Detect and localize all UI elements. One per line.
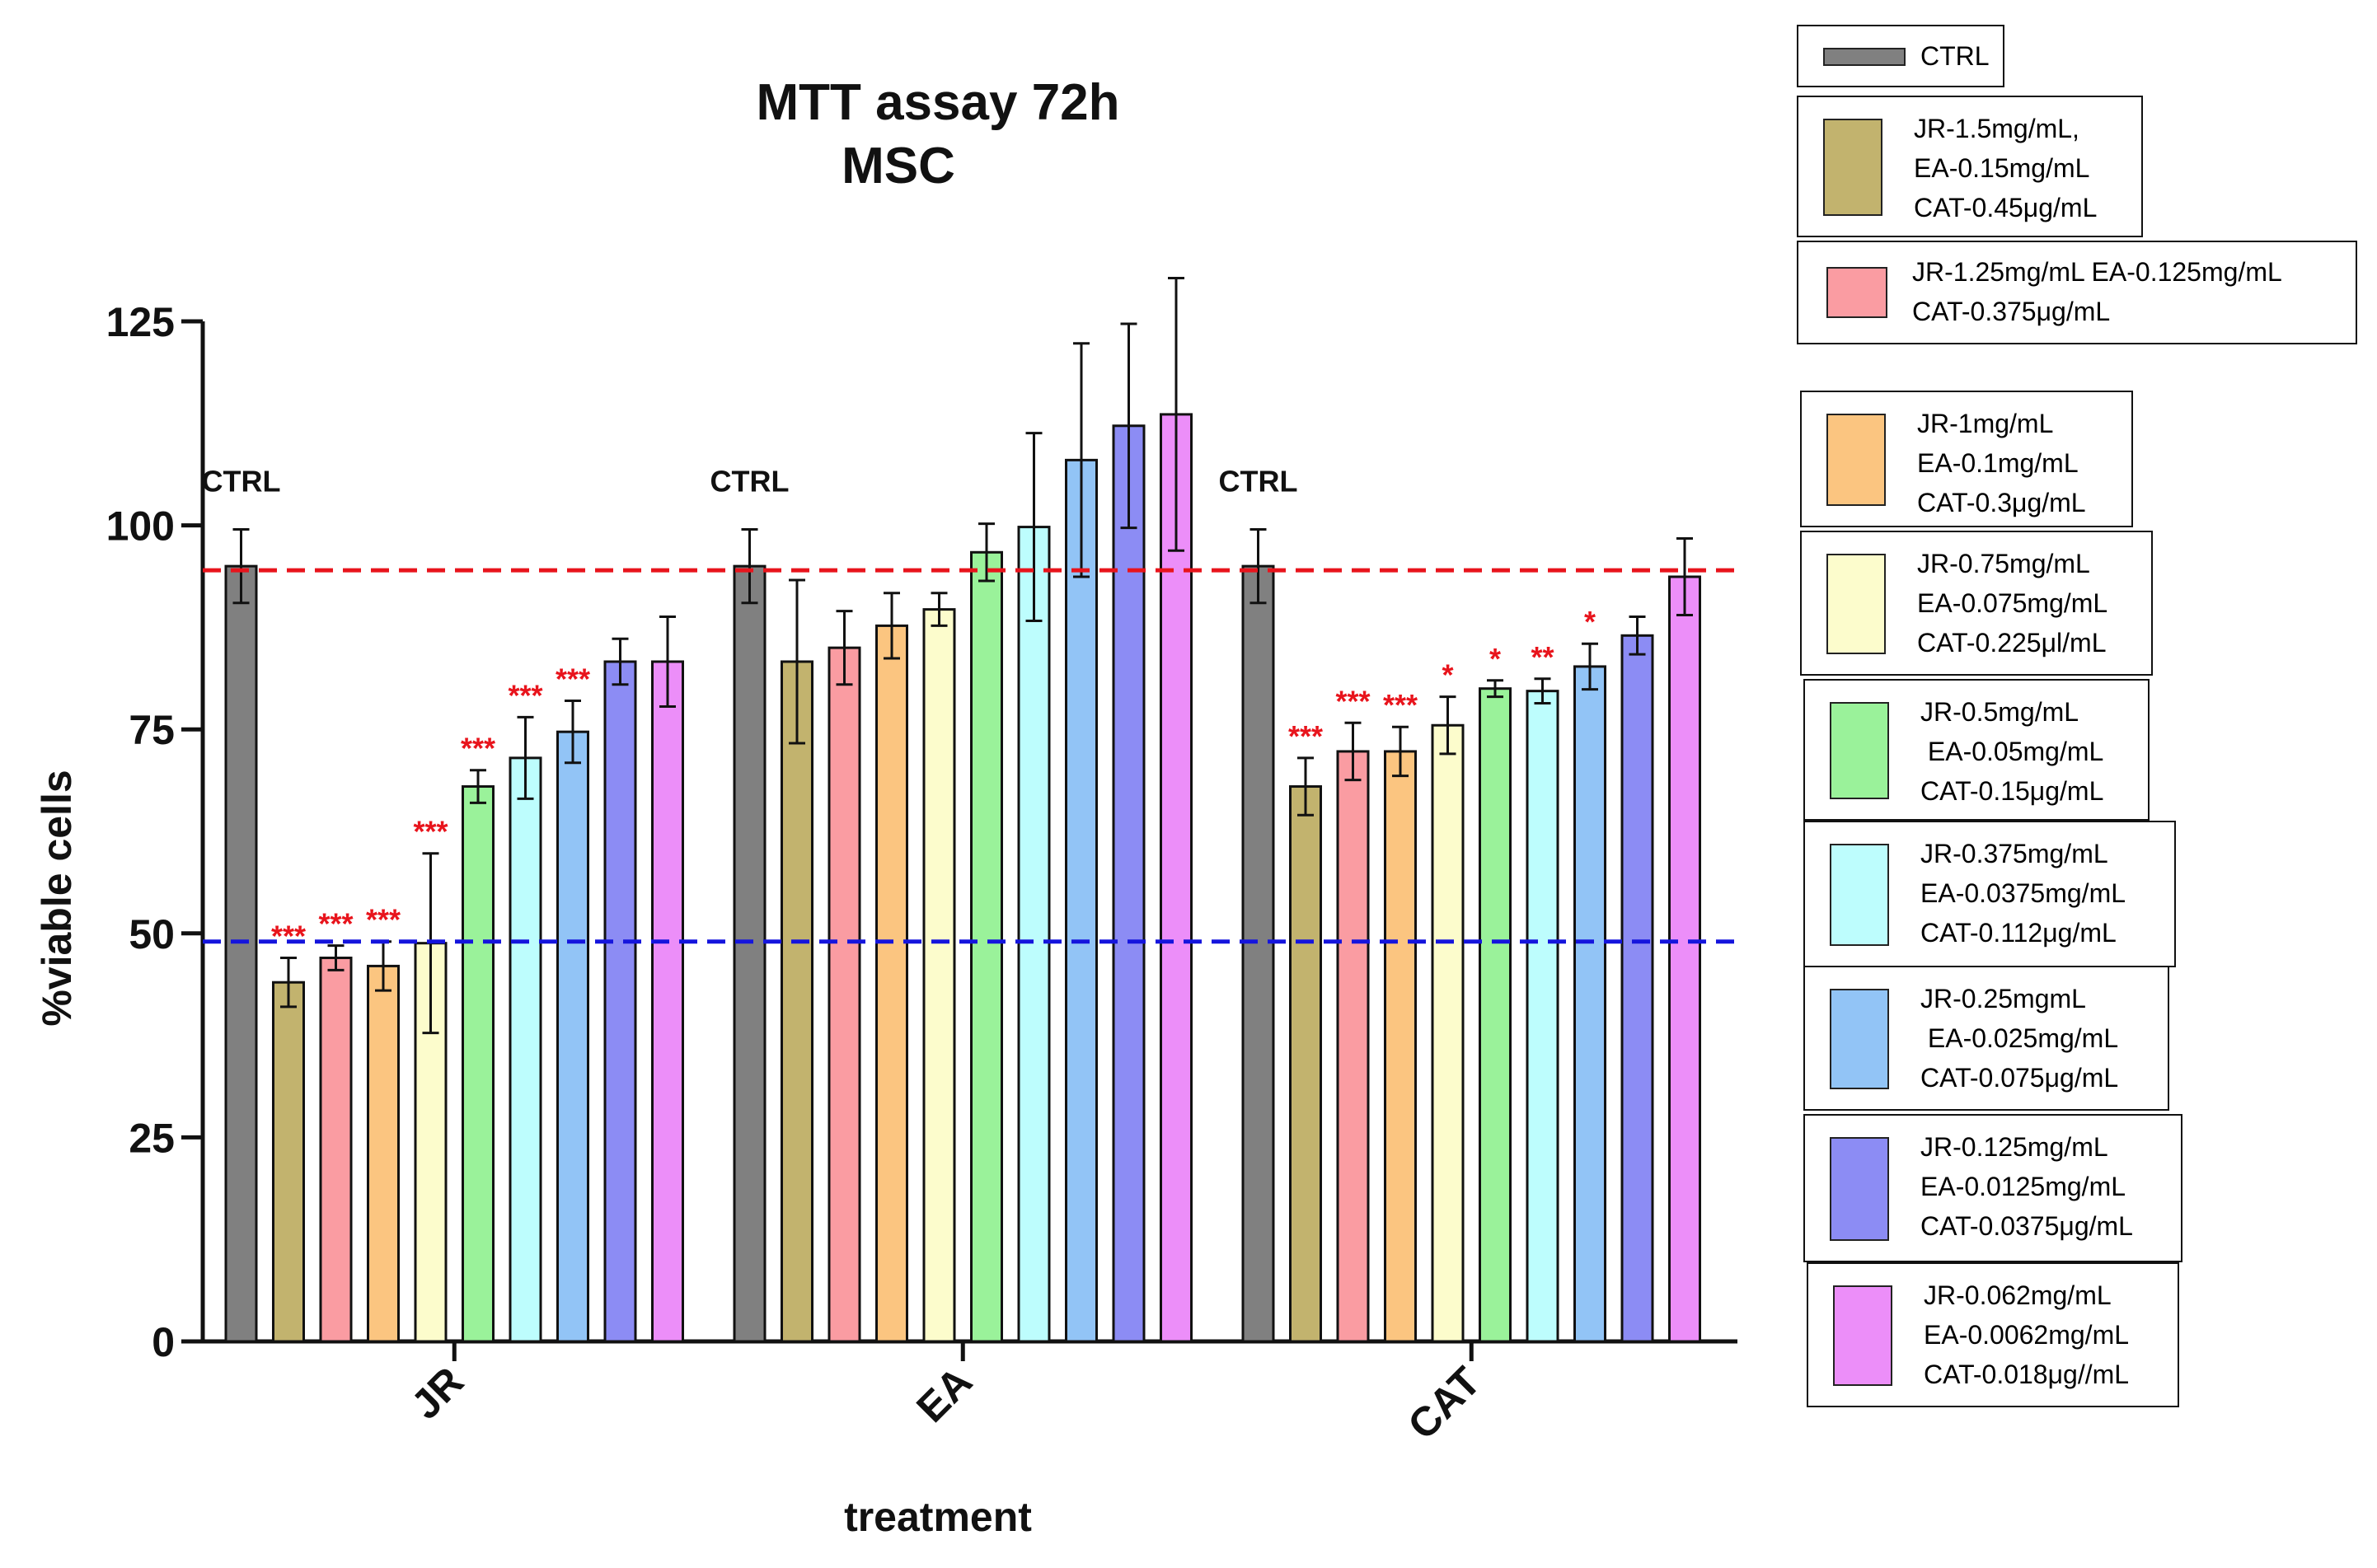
significance-label: *: [1584, 605, 1596, 639]
significance-label: **: [1531, 640, 1554, 674]
significance-label: ***: [271, 920, 306, 953]
significance-label: ***: [508, 678, 542, 712]
bar: [970, 550, 1003, 1343]
bar: [319, 957, 353, 1343]
bar: [875, 624, 908, 1343]
chart-title-line-1: MTT assay 72h: [756, 74, 1119, 131]
legend-label: JR-0.5mg/mL EA-0.05mg/mL CAT-0.15μg/mL: [1920, 697, 2104, 806]
legend-swatch: [1833, 1285, 1892, 1386]
bar: [367, 964, 400, 1343]
bar: [827, 646, 861, 1343]
legend-item: JR-0.375mg/mL EA-0.0375mg/mL CAT-0.112μg…: [1803, 821, 2176, 967]
significance-label: ***: [1383, 688, 1418, 722]
bar: [1065, 458, 1098, 1343]
legend-item: JR-0.25mgmL EA-0.025mg/mL CAT-0.075μg/mL: [1803, 966, 2169, 1111]
bar: [1431, 723, 1465, 1343]
legend-label: JR-0.125mg/mL EA-0.0125mg/mL CAT-0.0375μ…: [1920, 1132, 2133, 1241]
bar: [1112, 424, 1146, 1343]
legend-label: JR-1mg/mL EA-0.1mg/mL CAT-0.3μg/mL: [1917, 409, 2086, 517]
legend-swatch: [1830, 989, 1889, 1089]
y-tick-label: 25: [129, 1115, 175, 1161]
bar: [462, 785, 495, 1343]
bar: [1384, 750, 1417, 1343]
x-axis-label: treatment: [844, 1494, 1032, 1540]
legend-item: JR-1mg/mL EA-0.1mg/mL CAT-0.3μg/mL: [1800, 391, 2133, 527]
legend-label: JR-1.25mg/mL EA-0.125mg/mL CAT-0.375μg/m…: [1912, 257, 2282, 326]
bar: [1241, 564, 1275, 1343]
bar: [781, 660, 813, 1343]
significance-label: ***: [461, 732, 495, 765]
legend-swatch: [1830, 844, 1889, 946]
y-tick-label: 50: [129, 911, 175, 957]
group-ctrl-label: CTRL: [202, 465, 281, 498]
y-tick-label: 75: [129, 707, 175, 753]
significance-label: ***: [1288, 719, 1323, 753]
x-tick-label: CAT: [1399, 1358, 1489, 1449]
y-tick-label: 100: [106, 503, 175, 550]
legend-swatch: [1830, 1137, 1889, 1241]
legend-swatch: [1826, 554, 1886, 654]
bar: [1573, 665, 1606, 1343]
significance-label: ***: [366, 903, 401, 937]
bar: [603, 660, 637, 1343]
legend-swatch: [1823, 119, 1882, 216]
significance-label: ***: [318, 907, 353, 941]
bar: [224, 564, 258, 1343]
y-tick-label: 125: [106, 299, 175, 345]
y-tick-label: 0: [152, 1319, 175, 1365]
legend-item: CTRL: [1797, 25, 2004, 87]
bar: [1160, 413, 1193, 1343]
legend-label: JR-0.25mgmL EA-0.025mg/mL CAT-0.075μg/mL: [1920, 984, 2119, 1093]
bar: [1017, 526, 1051, 1343]
chart-title-line-2: MSC: [842, 138, 955, 194]
bar: [922, 608, 956, 1343]
significance-label: ***: [1335, 684, 1370, 718]
bar: [651, 660, 684, 1343]
legend-item: JR-0.5mg/mL EA-0.05mg/mL CAT-0.15μg/mL: [1803, 679, 2150, 821]
bar: [556, 730, 589, 1343]
bar: [272, 981, 305, 1343]
legend-swatch: [1826, 267, 1887, 318]
bar: [1526, 690, 1559, 1343]
y-axis-label: %viable cells: [34, 770, 80, 1026]
x-tick-label: JR: [402, 1358, 472, 1428]
legend-item: JR-0.75mg/mL EA-0.075mg/mL CAT-0.225μl/m…: [1800, 531, 2153, 676]
legend-label: JR-0.062mg/mL EA-0.0062mg/mL CAT-0.018μg…: [1924, 1280, 2130, 1389]
legend-swatch: [1830, 702, 1889, 799]
legend-item: JR-0.062mg/mL EA-0.0062mg/mL CAT-0.018μg…: [1807, 1262, 2179, 1407]
significance-label: *: [1442, 658, 1453, 692]
significance-label: *: [1489, 642, 1501, 676]
legend-label: JR-0.375mg/mL EA-0.0375mg/mL CAT-0.112μg…: [1920, 839, 2126, 948]
group-ctrl-label: CTRL: [710, 465, 790, 498]
legend-swatch: [1826, 414, 1886, 506]
significance-label: ***: [413, 815, 448, 849]
significance-label: ***: [556, 662, 590, 696]
legend-swatch: [1823, 48, 1906, 66]
x-tick-label: EA: [907, 1358, 981, 1431]
legend-item: JR-0.125mg/mL EA-0.0125mg/mL CAT-0.0375μ…: [1803, 1114, 2182, 1262]
legend-item: JR-1.25mg/mL EA-0.125mg/mL CAT-0.375μg/m…: [1797, 241, 2357, 344]
bar: [1479, 687, 1512, 1343]
group-ctrl-label: CTRL: [1219, 465, 1298, 498]
bar: [1668, 575, 1701, 1343]
bar: [509, 756, 542, 1343]
bar: [1336, 750, 1370, 1343]
legend-label: CTRL: [1920, 41, 1990, 71]
legend-label: JR-0.75mg/mL EA-0.075mg/mL CAT-0.225μl/m…: [1917, 549, 2108, 658]
legend-item: JR-1.5mg/mL, EA-0.15mg/mL CAT-0.45μg/mL: [1797, 96, 2143, 237]
bar: [1620, 634, 1654, 1343]
legend-label: JR-1.5mg/mL, EA-0.15mg/mL CAT-0.45μg/mL: [1914, 114, 2098, 222]
bar: [1289, 785, 1322, 1343]
bar: [733, 564, 767, 1343]
